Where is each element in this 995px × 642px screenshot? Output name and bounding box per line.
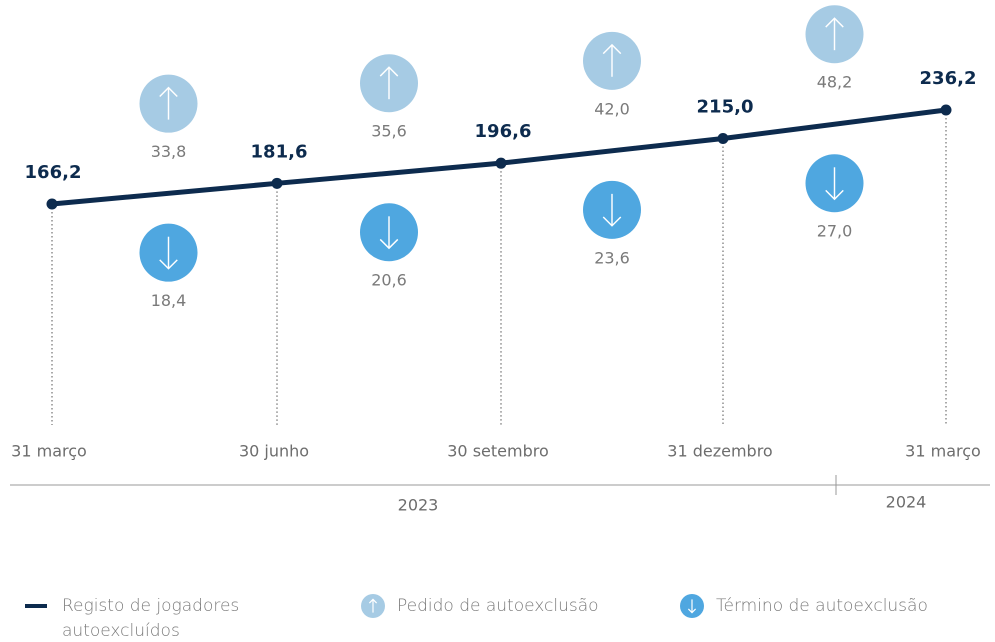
x-tick-label: 30 junho [239, 442, 309, 461]
arrow-head [825, 17, 844, 28]
point [495, 157, 507, 169]
value-label: 48,2 [817, 73, 853, 92]
value-label: 33,8 [151, 142, 187, 161]
value-label: 215,0 [697, 96, 754, 117]
value-label: 181,6 [251, 141, 308, 162]
arrow-head [379, 66, 399, 77]
value-label: 18,4 [151, 291, 187, 310]
x-tick-label: 31 março [11, 442, 87, 461]
value-label: 23,6 [594, 248, 630, 267]
point [717, 132, 729, 144]
legend-label: Registo de jogadores autoexcluídos [62, 596, 240, 641]
legend-label: Pedido de autoexclusão [397, 596, 599, 616]
arrow-head [379, 238, 399, 250]
x-tick-label: 31 março [905, 442, 981, 461]
arrow-head [602, 216, 622, 227]
legend-label: Término de autoexclusão [716, 596, 928, 616]
arrow-head [687, 608, 697, 614]
point [46, 198, 58, 210]
x-tick-label: 30 setembro [447, 442, 549, 461]
value-label: 35,6 [371, 122, 407, 141]
arrow-head [825, 189, 844, 201]
arrow-head [602, 43, 622, 55]
value-label: 42,0 [594, 99, 630, 118]
value-label: 236,2 [920, 68, 977, 89]
arrow-head [159, 259, 178, 270]
value-label: 20,6 [371, 271, 407, 290]
arrow-head [159, 86, 178, 97]
x-tick-label: 31 dezembro [667, 442, 772, 461]
value-label: 196,6 [475, 121, 532, 142]
value-label: 27,0 [817, 222, 853, 241]
point [940, 104, 952, 116]
year-label: 2024 [886, 493, 927, 512]
value-label: 166,2 [25, 162, 82, 183]
year-label: 2023 [398, 496, 439, 515]
arrow-head [368, 598, 378, 604]
point [271, 177, 283, 189]
